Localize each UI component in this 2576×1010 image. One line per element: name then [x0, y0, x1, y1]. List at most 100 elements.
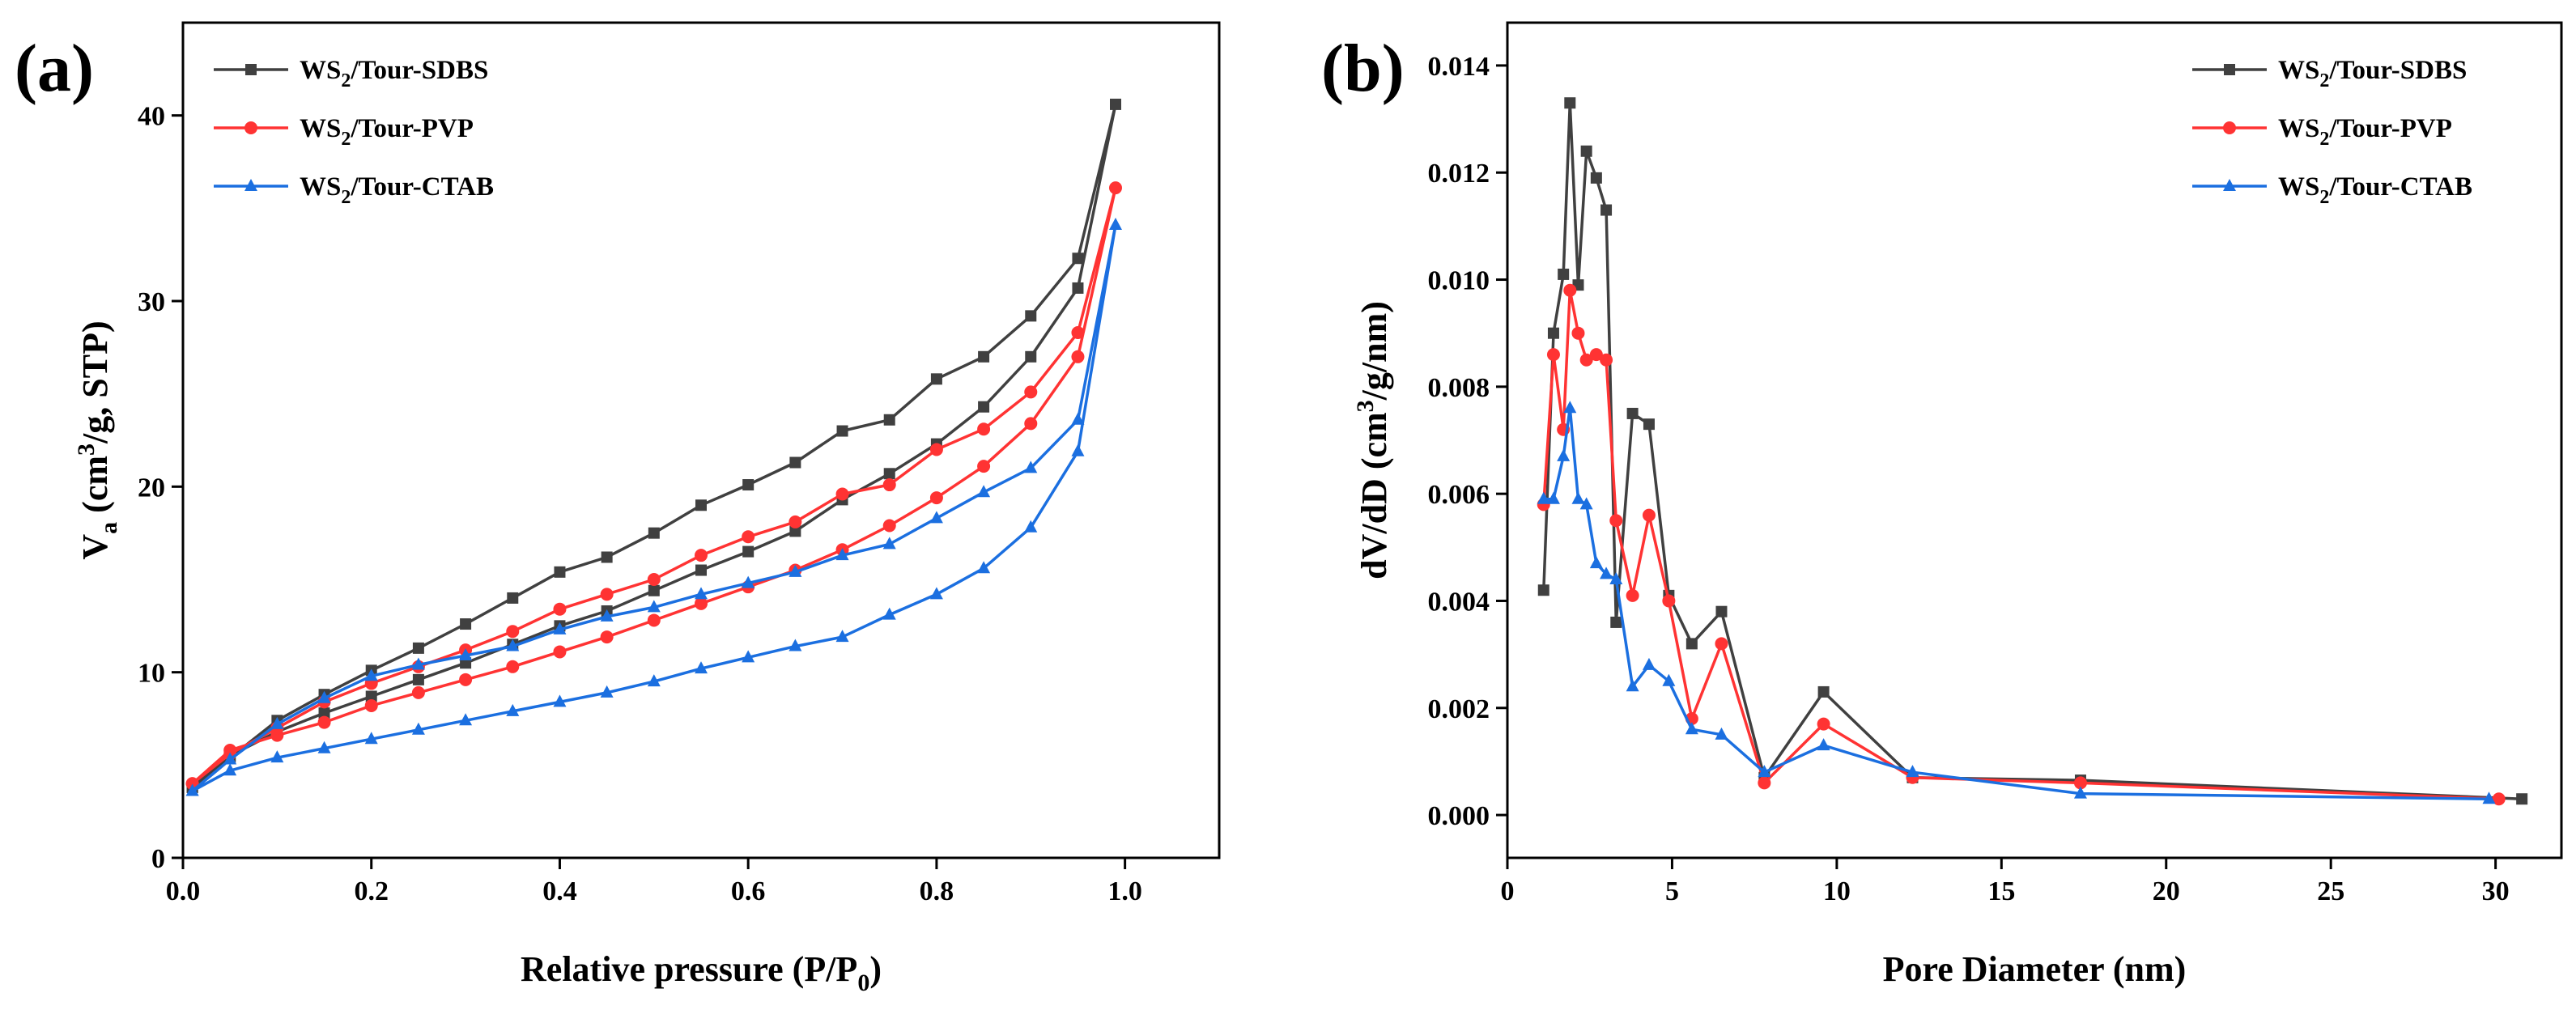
panel-b-series-3-point: [1817, 738, 1830, 751]
panel-a-series-3-point: [270, 716, 284, 729]
panel-a-series-3-point: [882, 607, 896, 620]
panel-a-series-3-point: [506, 639, 520, 651]
panel-b-series-2-point: [1817, 717, 1830, 731]
panel-b-series-2-point: [1563, 283, 1577, 297]
panel-a-series-3-point: [647, 600, 661, 613]
panel-a-series-2-point: [600, 630, 614, 644]
panel-a-series-1-point: [930, 373, 942, 385]
panel-a-series-1-point: [648, 527, 660, 539]
panel-b-x-tick-label: 15: [1987, 876, 2015, 906]
panel-b-series-1-point: [1685, 638, 1698, 650]
panel-a-series-1-point: [1025, 310, 1037, 322]
panel-a-series-1-point: [695, 499, 707, 511]
panel-a-series-3-point: [185, 783, 199, 796]
panel-a-series-1-point: [412, 642, 424, 654]
panel-a-series-3-point: [742, 575, 755, 588]
panel-b-series-1-point: [1817, 685, 1830, 698]
panel-b-series-line-3: [1543, 406, 2489, 800]
panel-a-series-2-point: [459, 673, 473, 686]
panel-b-series-2-point: [1609, 514, 1623, 528]
panel-a-series-1-point: [883, 468, 895, 480]
panel-b-series-3-point: [1600, 567, 1613, 579]
panel-a-series-1-point: [978, 401, 990, 413]
panel-a-series-2-point: [789, 515, 802, 528]
panel-b-legend: WS2/Tour-SDBS WS2/Tour-PVP WS2/Tour-CTAB: [2192, 56, 2472, 208]
panel-a-series-2-point: [1109, 181, 1122, 195]
panel-b-series-3-point: [1906, 765, 1919, 778]
panel-a-series-3-point: [929, 587, 943, 600]
panel-b-legend-label-2: WS2/Tour-PVP: [2278, 114, 2452, 150]
panel-a-series-2-point: [553, 602, 567, 616]
panel-a-legend-marker-1: [245, 64, 257, 75]
panel-b-series-3-point: [1557, 448, 1571, 461]
panel-a-series-3-point: [929, 511, 943, 524]
panel-a-series-3-point: [270, 750, 284, 763]
panel-a-series-2-point: [600, 588, 614, 601]
panel-a-series-2-point: [1024, 417, 1038, 431]
panel-a-series-2-point: [695, 596, 708, 610]
panel-b-y-tick-label: 0.002: [1428, 694, 1490, 724]
panel-a-series-3-point: [411, 657, 425, 670]
panel-b-series-2-point: [1758, 776, 1771, 790]
panel-a-series-3-point: [1109, 217, 1122, 230]
panel-b-series-2-point: [1626, 588, 1639, 602]
panel-b-series-3-point: [1546, 491, 1560, 504]
panel-a-series-3-point: [789, 564, 802, 577]
panel-a-series-3-point: [364, 732, 378, 745]
panel-a-x-tick-label: 0.0: [166, 876, 201, 906]
panel-a-series-1-point: [1025, 350, 1037, 363]
panel-a-series-3-point: [553, 622, 567, 634]
panel-b-x-tick-label: 10: [1823, 876, 1851, 906]
panel-a-series-1-point: [789, 525, 801, 537]
panel-a-adsorption-isotherm: (a) 0.0 0.2 0.4 0.6 0.8 1.0 0 10 20 30 40 WS2/Tour…: [15, 21, 1221, 996]
panel-b-series-2-point: [1642, 508, 1656, 522]
panel-a-series-1-point: [1072, 282, 1084, 294]
panel-a-y-tick-label: 20: [138, 473, 165, 503]
panel-b-series-1-point: [1600, 204, 1613, 216]
panel-a-series-2-point: [929, 491, 943, 505]
panel-a-y-tick-label: 30: [138, 287, 165, 317]
panel-a-series-1-point: [742, 479, 755, 491]
panel-a-legend-marker-3: [244, 179, 257, 191]
panel-b-y-tick-label: 0.000: [1428, 801, 1490, 831]
panel-a-series-3-point: [317, 690, 331, 703]
panel-b-x-tick-label: 0: [1501, 876, 1515, 906]
panel-a-series-1-point: [1072, 252, 1084, 265]
panel-a-series-2-point: [553, 645, 567, 659]
panel-a-series-2-point: [1071, 350, 1085, 363]
panel-b-x-tick-label: 25: [2317, 876, 2344, 906]
panel-b-series-3-point: [2482, 791, 2496, 804]
panel-a-series-3-point: [835, 548, 849, 561]
panel-a-ticks: 0.0 0.2 0.4 0.6 0.8 1.0 0 10 20 30 40: [138, 102, 1142, 906]
panel-b-series-1-point: [1643, 418, 1655, 431]
panel-a-series-2-point: [411, 685, 425, 699]
panel-a-series-2-point: [742, 530, 755, 544]
panel-a-series-3-point: [695, 587, 708, 600]
panel-a-series-1-point: [601, 551, 613, 563]
panel-b-series-3-point: [1579, 497, 1593, 510]
panel-b-series-line-1: [1542, 101, 2523, 800]
panel-b-legend-marker-2: [2223, 121, 2236, 134]
panel-b-series-3-point: [1571, 491, 1585, 504]
panel-b-series-2-point: [1600, 353, 1613, 367]
panel-a-x-tick-label: 0.4: [542, 876, 577, 906]
panel-a-series-2-point: [977, 460, 991, 473]
panel-a-series-1-point: [836, 425, 848, 437]
panel-a-series-2-point: [364, 698, 378, 712]
panel-a-series-1-point: [883, 414, 895, 426]
panel-a-series-1-point: [789, 456, 801, 469]
panel-b-series-2-point: [1715, 637, 1728, 651]
panel-a-y-tick-label: 10: [138, 659, 165, 689]
panel-b-series-3-point: [1662, 673, 1676, 686]
panel-b-series-2-point: [1571, 326, 1585, 340]
panel-b-series-2-point: [2073, 776, 2087, 790]
panel-a-series-3-point: [1071, 443, 1085, 456]
panel-b-series-1-point: [1558, 268, 1570, 280]
panel-a-series-2-point: [1024, 385, 1038, 399]
panel-a-series-group: [185, 98, 1122, 796]
panel-b-legend-marker-3: [2223, 179, 2236, 191]
panel-b-x-axis-title: Pore Diameter (nm): [1883, 949, 2187, 989]
panel-a-label: (a): [15, 31, 94, 106]
panel-b-series-3-point: [1609, 572, 1623, 584]
panel-a-series-3-point: [695, 661, 708, 674]
